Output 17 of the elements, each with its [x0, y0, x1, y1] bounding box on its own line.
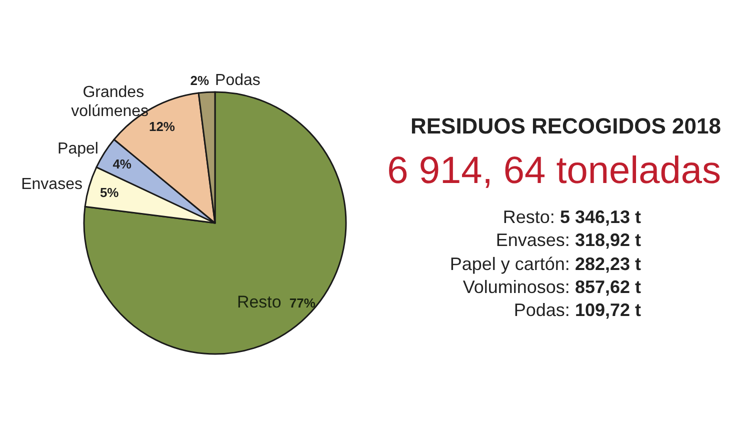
slice-label: Grandes volúmenes	[71, 84, 149, 120]
text: Papel y cartón: 282,23 t	[450, 252, 641, 275]
text: Resto: 5 346,13 t	[502, 206, 641, 228]
text: Podas: 109,72 t	[514, 299, 641, 322]
slice-label: Envases	[21, 176, 82, 193]
data-label: 4%	[112, 156, 132, 172]
slice-label: Podas	[215, 72, 260, 89]
data-label: 77%	[289, 295, 316, 310]
text: 6 914, 64 toneladas	[387, 150, 722, 192]
text: Voluminosos: 857,62 t	[462, 276, 641, 298]
text: Envases: 318,92 t	[496, 229, 641, 252]
slice-label: Papel	[58, 140, 98, 158]
data-label: 5%	[100, 184, 120, 200]
data-label: 12%	[148, 119, 176, 134]
slice-label: Resto	[236, 292, 282, 312]
text: RESIDUOS RECOGIDOS 2018	[410, 114, 722, 138]
data-label: 2%	[190, 72, 210, 88]
